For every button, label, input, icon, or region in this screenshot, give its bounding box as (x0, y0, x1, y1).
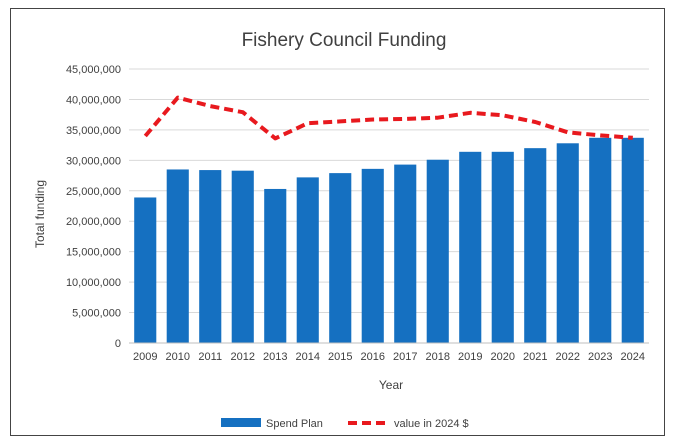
value-2024-line (143, 95, 633, 141)
x-tick-label: 2009 (133, 351, 157, 363)
legend-label-spend-plan: Spend Plan (266, 418, 323, 430)
chart-frame: Fishery Council Funding 0 5,000,000 10,000… (10, 8, 665, 436)
spend-plan-bars (134, 137, 644, 343)
x-tick-label: 2011 (198, 351, 222, 363)
bar-2015 (329, 173, 352, 343)
bar-2014 (296, 177, 319, 343)
bar-2011 (199, 170, 222, 343)
x-tick-label: 2024 (621, 351, 645, 363)
x-tick-label: 2019 (458, 351, 482, 363)
value-line-series (143, 95, 633, 141)
bar-2018 (426, 159, 449, 343)
x-tick-label: 2010 (166, 351, 190, 363)
y-tick-label: 0 (115, 338, 121, 350)
bar-2019 (459, 151, 482, 343)
y-tick-label: 20,000,000 (66, 216, 121, 228)
bar-2022 (556, 143, 579, 343)
x-tick-label: 2016 (361, 351, 385, 363)
x-axis-title: Year (379, 378, 403, 392)
fishery-funding-chart: Fishery Council Funding 0 5,000,000 10,000… (33, 30, 649, 430)
bar-2016 (361, 168, 384, 343)
legend-label-value-2024: value in 2024 $ (394, 418, 469, 430)
x-tick-label: 2022 (556, 351, 580, 363)
y-tick-label: 25,000,000 (66, 186, 121, 198)
x-tick-label: 2021 (523, 351, 547, 363)
x-tick-label: 2014 (296, 351, 320, 363)
y-tick-label: 40,000,000 (66, 94, 121, 106)
y-axis-tick-labels: 0 5,000,000 10,000,000 15,000,000 20,000,000… (66, 64, 121, 350)
bar-2013 (264, 188, 287, 343)
bar-2020 (491, 151, 514, 343)
x-tick-label: 2012 (231, 351, 255, 363)
bar-2023 (589, 137, 612, 343)
bar-2021 (524, 148, 547, 343)
y-tick-label: 10,000,000 (66, 277, 121, 289)
x-tick-label: 2017 (393, 351, 417, 363)
y-tick-label: 45,000,000 (66, 64, 121, 76)
x-tick-label: 2018 (426, 351, 450, 363)
y-tick-label: 35,000,000 (66, 125, 121, 137)
bar-2024 (621, 137, 644, 343)
legend-swatch-spend-plan (221, 418, 261, 427)
chart-title: Fishery Council Funding (242, 30, 447, 51)
legend: Spend Plan value in 2024 $ (221, 418, 469, 430)
y-axis-title: Total funding (33, 180, 47, 248)
bar-2010 (166, 169, 189, 343)
y-tick-label: 15,000,000 (66, 247, 121, 259)
bar-2017 (394, 164, 417, 343)
x-tick-label: 2015 (328, 351, 352, 363)
x-tick-label: 2023 (588, 351, 612, 363)
x-tick-label: 2013 (263, 351, 287, 363)
y-tick-label: 5,000,000 (72, 308, 121, 320)
x-tick-label: 2020 (491, 351, 515, 363)
x-axis-tick-labels: 2009 2010 2011 2012 2013 2014 2015 2016 2017 2018… (133, 351, 645, 363)
bar-2009 (134, 197, 157, 343)
y-tick-label: 30,000,000 (66, 155, 121, 167)
bar-2012 (231, 170, 254, 343)
